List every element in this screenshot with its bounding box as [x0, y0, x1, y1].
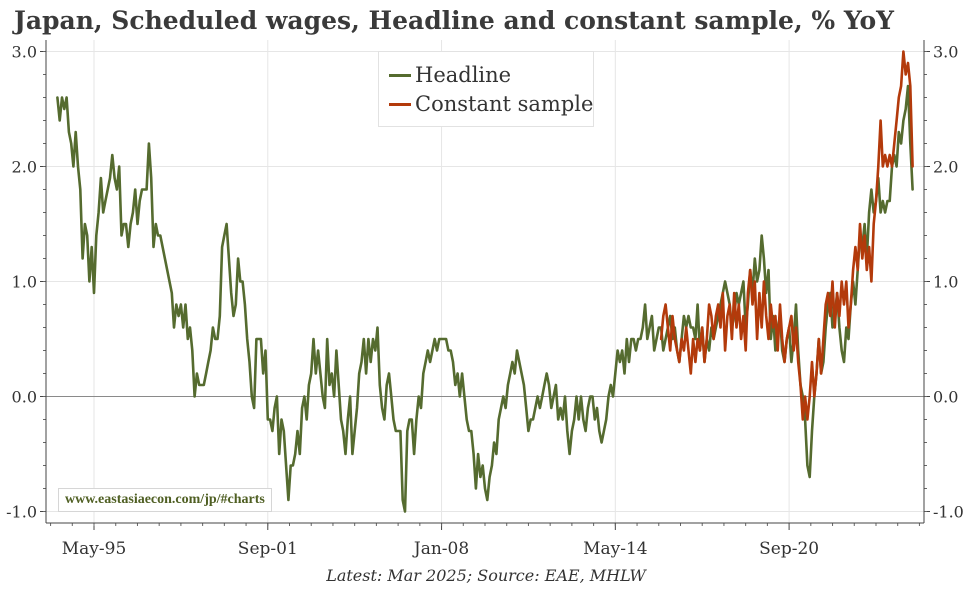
chart-legend: Headline Constant sample — [378, 51, 594, 127]
legend-label-headline: Headline — [415, 63, 512, 87]
x-tick-label: Sep-01 — [238, 539, 298, 559]
y-tick-label-right: 2.0 — [933, 158, 958, 177]
x-tick-label: Jan-08 — [412, 539, 469, 559]
y-tick-label-left: 2.0 — [12, 158, 37, 177]
y-tick-label-right: -1.0 — [933, 503, 964, 522]
legend-item-headline: Headline — [389, 61, 511, 89]
y-tick-label-left: 3.0 — [12, 43, 37, 62]
series-line-headline — [56, 84, 914, 513]
x-tick-label: May-14 — [583, 539, 648, 559]
axes — [40, 40, 930, 530]
x-tick-label: May-95 — [62, 539, 127, 559]
chart-title: Japan, Scheduled wages, Headline and con… — [14, 6, 895, 35]
y-tick-label-right: 0.0 — [933, 388, 958, 407]
x-tick-label: Sep-20 — [759, 539, 819, 559]
series-lines — [56, 50, 914, 513]
source-note: Latest: Mar 2025; Source: EAE, MHLW — [326, 566, 646, 585]
legend-item-constant-sample: Constant sample — [389, 90, 593, 118]
y-tick-label-left: 0.0 — [12, 388, 37, 407]
y-tick-label-left: -1.0 — [6, 503, 37, 522]
legend-swatch-headline — [389, 73, 411, 77]
y-tick-label-right: 3.0 — [933, 43, 958, 62]
legend-swatch-constant-sample — [389, 102, 411, 106]
y-tick-label-left: 1.0 — [12, 273, 37, 292]
watermark-link[interactable]: www.eastasiaecon.com/jp/#charts — [58, 488, 272, 512]
series-line-constant-sample — [659, 50, 914, 421]
legend-label-constant-sample: Constant sample — [415, 92, 594, 116]
y-tick-label-right: 1.0 — [933, 273, 958, 292]
tick-labels: -1.0 -1.0 0.0 0.0 1.0 1.0 2.0 2.0 3.0 3.0 May-95 Se… — [6, 43, 964, 560]
